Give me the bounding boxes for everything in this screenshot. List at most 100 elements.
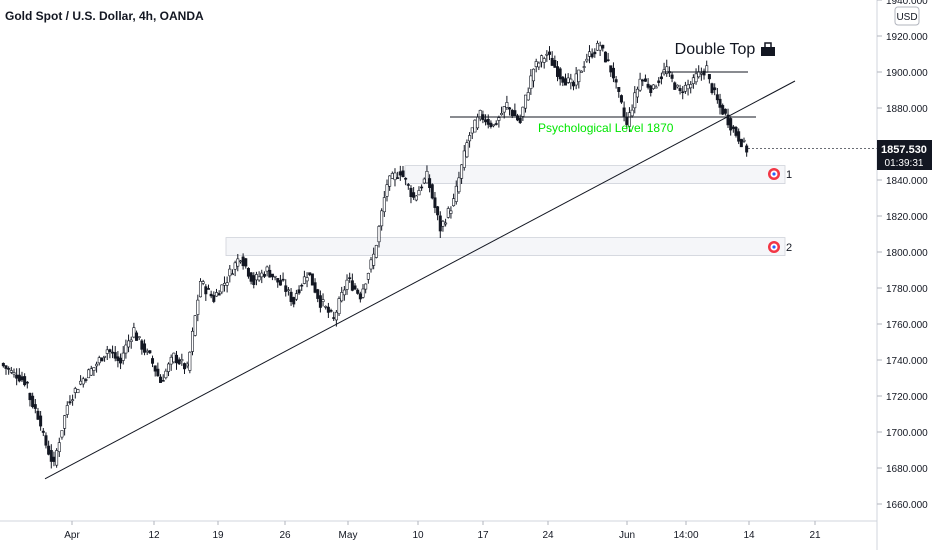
candle-body <box>385 184 389 197</box>
candle-body <box>76 389 80 394</box>
candle-body <box>579 70 583 73</box>
candle-body <box>449 210 453 214</box>
candle-body <box>574 73 578 86</box>
candle-body <box>548 51 552 55</box>
x-tick-label: 14 <box>743 530 755 541</box>
candle-body <box>425 170 429 184</box>
candle-body <box>193 315 197 336</box>
candle-body <box>286 289 290 292</box>
candle-body <box>476 116 480 129</box>
candle-body <box>204 286 208 295</box>
candle-body <box>17 374 21 382</box>
candle-body <box>550 57 554 66</box>
candle-body <box>159 376 163 383</box>
y-tick-label: 1900.000 <box>886 68 928 79</box>
candle-body <box>12 372 16 375</box>
candle-body <box>374 245 378 258</box>
candle-body <box>729 118 733 131</box>
candle-body <box>465 142 469 158</box>
candle-body <box>505 102 509 108</box>
candle-body <box>4 365 8 369</box>
candle-body <box>228 268 232 277</box>
target-2-label: 2 <box>786 242 792 254</box>
candle-body <box>441 220 445 227</box>
candle-body <box>212 295 216 302</box>
candle-body <box>297 289 301 294</box>
candle-body <box>534 61 538 67</box>
candle-body <box>79 380 83 385</box>
candle-body <box>7 368 11 370</box>
candle-body <box>119 357 123 364</box>
x-tick-label: 10 <box>412 530 424 541</box>
candle-body <box>707 74 711 80</box>
candle-body <box>302 276 306 284</box>
candle-body <box>23 376 27 386</box>
candle-body <box>702 70 706 76</box>
candle-body <box>326 306 330 313</box>
candle-body <box>167 363 171 372</box>
candle-body <box>731 126 735 129</box>
x-tick-label: Apr <box>64 530 80 541</box>
candle-body <box>598 45 602 51</box>
candle-body <box>310 273 314 286</box>
y-tick-label: 1700.000 <box>886 428 928 439</box>
candle-body <box>342 289 346 296</box>
candle-body <box>721 105 725 115</box>
candle-body <box>529 75 533 89</box>
candle-body <box>289 291 293 302</box>
candle-body <box>95 363 99 367</box>
candle-body <box>715 94 719 101</box>
candle-body <box>284 285 288 292</box>
candle-body <box>433 197 437 208</box>
candle-body <box>710 83 714 94</box>
candle-body <box>68 401 72 404</box>
x-tick-label: 26 <box>279 530 291 541</box>
candle-body <box>124 344 128 354</box>
candle-body <box>337 298 341 315</box>
candle-body <box>366 272 370 280</box>
candle-body <box>28 392 32 401</box>
candle-body <box>585 58 589 62</box>
candle-body <box>257 276 261 281</box>
candle-body <box>436 206 440 216</box>
time-axis[interactable]: Apr 12 19 26 May 10 17 24 Jun 14:00 14 21 <box>0 520 877 541</box>
target-1-label: 1 <box>786 169 792 181</box>
candle-body <box>198 281 202 298</box>
candle-body <box>417 190 421 196</box>
target-zone-1 <box>404 165 786 185</box>
candle-body <box>486 118 490 125</box>
candle-body <box>569 78 573 84</box>
candle-body <box>103 355 107 358</box>
candle-body <box>524 94 528 109</box>
uptrend-line <box>44 80 796 480</box>
candle-body <box>238 260 242 263</box>
candle-body <box>542 58 546 63</box>
candle-body <box>428 178 432 189</box>
candle-body <box>473 119 477 133</box>
x-tick-label: May <box>339 530 358 541</box>
candle-body <box>175 354 179 364</box>
candle-body <box>361 288 365 298</box>
x-tick-label: Jun <box>619 530 635 541</box>
candle-body <box>236 258 240 267</box>
candle-body <box>446 208 450 218</box>
candle-body <box>33 404 37 409</box>
candle-body <box>651 84 655 89</box>
currency-button[interactable]: USD <box>894 6 920 26</box>
candle-body <box>390 173 394 179</box>
candle-body <box>595 43 599 51</box>
candle-body <box>145 350 149 353</box>
candle-body <box>273 275 277 278</box>
candle-body <box>129 339 133 342</box>
candle-body <box>556 66 560 77</box>
candle-body <box>254 274 258 281</box>
candle-body <box>36 410 40 420</box>
drawn-lines <box>44 71 877 480</box>
candle-body <box>388 175 392 187</box>
candle-body <box>305 277 309 282</box>
candle-body <box>345 279 349 290</box>
candle-body <box>100 357 104 362</box>
